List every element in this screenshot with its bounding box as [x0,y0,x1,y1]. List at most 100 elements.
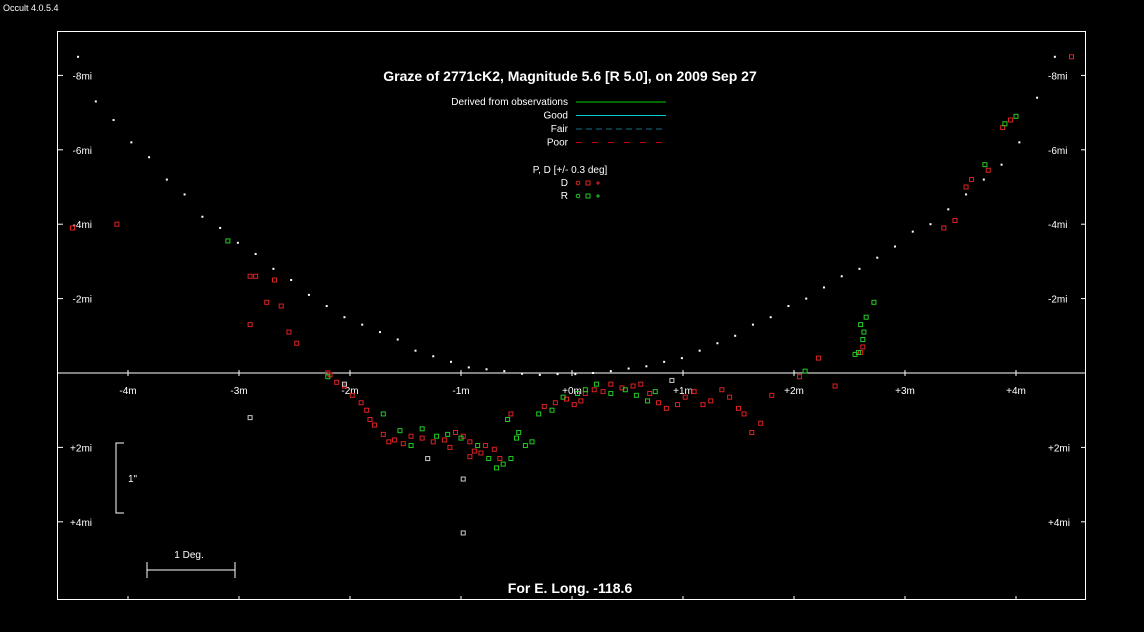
point-R [560,394,566,400]
point-R [802,368,808,374]
point-D [638,381,644,387]
limb-point [822,286,825,289]
limb-point [201,215,204,218]
x-tick-label: +1m [673,386,693,397]
point-D [114,221,120,227]
point-D [1069,54,1074,60]
point-D [358,400,364,406]
point-R [633,392,639,398]
point-R [408,443,414,449]
y-tick-label-left: -2mi [73,295,92,306]
point-R [982,162,988,168]
point-other [341,381,347,387]
limb-point [183,193,186,196]
limb-point [965,193,968,196]
y-tick-label-left: -4mi [73,220,92,231]
point-D [508,411,514,417]
point-other [669,377,675,383]
limb-point [982,178,985,181]
point-D [815,355,821,361]
limb-point [521,372,524,375]
limb-point [272,267,275,270]
point-D [482,443,488,449]
limb-point [307,293,310,296]
point-D [419,435,425,441]
point-D [380,431,386,437]
point-other [425,456,431,462]
legend-pd-label-R: R [561,191,568,202]
limb-point [769,316,772,319]
point-R [508,456,514,462]
y-tick-label-left: -8mi [73,71,92,82]
point-R [380,411,386,417]
limb-point [94,100,97,103]
point-D [552,400,558,406]
legend-marker-square [585,193,591,199]
legend-marker-circle [575,180,581,186]
limb-point [592,372,595,374]
limb-point [254,252,257,255]
limb-point [805,297,808,300]
point-R [522,443,528,449]
point-D [797,374,803,380]
point-D [663,405,669,411]
point-D [408,433,414,439]
point-other [247,415,253,421]
point-R [516,430,522,436]
point-D [591,387,597,393]
point-R [575,390,581,396]
limb-point [574,373,577,376]
point-other [460,530,466,536]
limb-point [734,334,737,337]
limb-point [787,305,790,308]
limb-point [680,357,683,360]
legend-label-fair: Fair [551,124,569,135]
y-tick-label-right: +2mi [1048,443,1070,454]
point-D [400,441,406,447]
vertical-scale-bar [115,442,124,514]
point-D [471,448,477,454]
y-tick-label-left: +4mi [70,518,92,529]
point-R [445,431,451,437]
limb-point [414,349,417,352]
limb-point [538,373,541,376]
point-R [536,411,542,417]
point-D [247,322,253,328]
limb-point [698,349,701,352]
point-D [656,400,662,406]
legend-label-derived-from-observations: Derived from observations [451,97,568,108]
point-D [430,439,436,445]
x-tick-label: -3m [230,386,247,397]
y-tick-label-right: -2mi [1048,295,1067,306]
limb-point [1036,96,1039,99]
point-D [941,225,947,231]
vertical-scale-label: 1" [128,474,138,485]
point-D [441,437,447,443]
point-D [700,402,706,408]
limb-point [947,208,950,211]
legend-label-poor: Poor [547,138,569,149]
point-R [608,390,614,396]
horizontal-scale-bar [146,562,236,578]
point-D [371,422,377,428]
limb-point [325,305,328,308]
point-other [460,476,466,482]
point-D [647,390,653,396]
point-D [452,430,458,436]
point-D [467,454,473,460]
longitude-footer: For E. Long. -118.6 [508,580,633,596]
point-D [467,439,473,445]
limb-point [361,323,364,326]
point-R [486,456,492,462]
limb-point [716,342,719,345]
point-D [447,444,453,450]
point-D [1007,117,1013,123]
point-R [505,417,511,422]
point-R [325,374,331,380]
point-D [294,340,300,346]
point-R [494,465,500,471]
point-D [478,450,484,456]
y-tick-label-left: +2mi [70,443,92,454]
legend-marker-plus [596,181,600,185]
